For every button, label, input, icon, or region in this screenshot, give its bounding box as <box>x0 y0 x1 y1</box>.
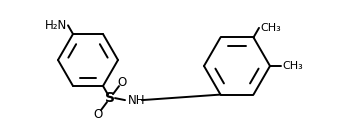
Text: NH: NH <box>128 94 145 107</box>
Text: CH₃: CH₃ <box>260 23 281 33</box>
Text: CH₃: CH₃ <box>282 61 303 71</box>
Text: O: O <box>93 108 103 121</box>
Text: H₂N: H₂N <box>45 19 67 32</box>
Text: O: O <box>117 76 127 89</box>
Text: S: S <box>105 91 115 105</box>
